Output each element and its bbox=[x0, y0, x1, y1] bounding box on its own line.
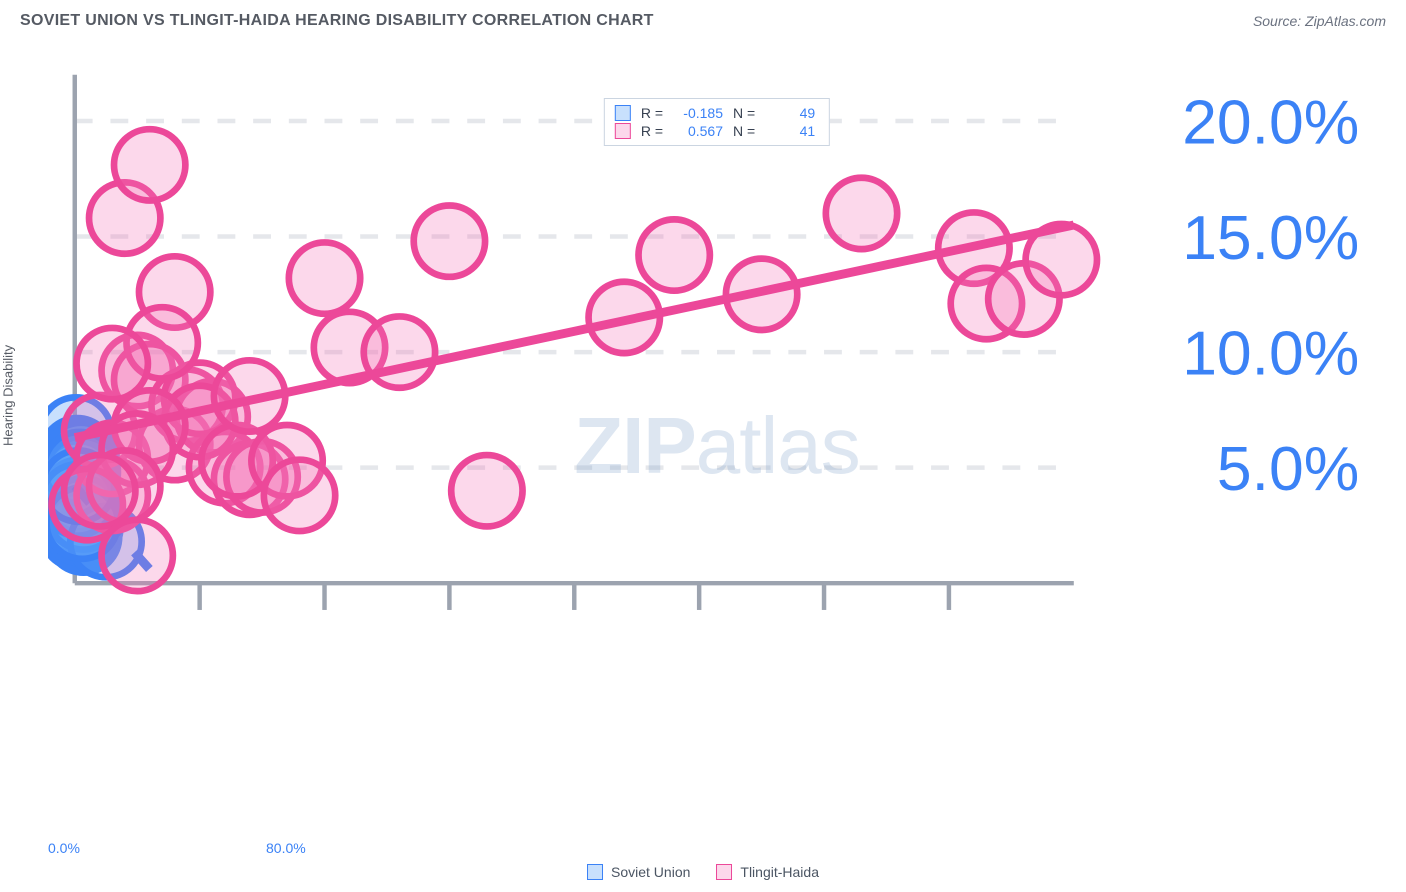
svg-text:15.0%: 15.0% bbox=[1182, 203, 1359, 273]
series1-swatch-icon bbox=[587, 864, 603, 880]
n-label: N = bbox=[733, 123, 755, 139]
x-axis-min-label: 0.0% bbox=[48, 840, 80, 856]
r-label: R = bbox=[641, 123, 663, 139]
series2-r-value: 0.567 bbox=[673, 123, 723, 139]
scatter-plot: 5.0% 10.0% 15.0% 20.0% bbox=[48, 48, 1386, 717]
series1-swatch-icon bbox=[615, 105, 631, 121]
legend-item-series1: Soviet Union bbox=[587, 864, 690, 880]
series2-swatch-icon bbox=[615, 123, 631, 139]
series1-r-value: -0.185 bbox=[673, 105, 723, 121]
series1-name: Soviet Union bbox=[611, 864, 690, 880]
chart-area: 5.0%10.0%15.0%20.0% ZIPatlas R = -0.185 … bbox=[48, 48, 1386, 844]
series1-n-value: 49 bbox=[765, 105, 815, 121]
r-label: R = bbox=[641, 105, 663, 121]
source-name: ZipAtlas.com bbox=[1305, 13, 1386, 29]
svg-text:5.0%: 5.0% bbox=[1217, 434, 1359, 504]
correlation-legend: R = -0.185 N = 49 R = 0.567 N = 41 bbox=[604, 98, 830, 146]
series2-swatch-icon bbox=[716, 864, 732, 880]
n-label: N = bbox=[733, 105, 755, 121]
source-prefix: Source: bbox=[1253, 13, 1305, 29]
series-legend: Soviet Union Tlingit-Haida bbox=[587, 864, 819, 880]
legend-item-series2: Tlingit-Haida bbox=[716, 864, 819, 880]
legend-row-series1: R = -0.185 N = 49 bbox=[615, 104, 815, 122]
legend-row-series2: R = 0.567 N = 41 bbox=[615, 122, 815, 140]
series2-name: Tlingit-Haida bbox=[740, 864, 819, 880]
y-axis-label: Hearing Disability bbox=[1, 345, 16, 446]
svg-text:10.0%: 10.0% bbox=[1182, 318, 1359, 388]
chart-header: SOVIET UNION VS TLINGIT-HAIDA HEARING DI… bbox=[0, 0, 1406, 38]
x-axis-max-label: 80.0% bbox=[266, 840, 306, 856]
source-citation: Source: ZipAtlas.com bbox=[1253, 13, 1386, 29]
chart-title: SOVIET UNION VS TLINGIT-HAIDA HEARING DI… bbox=[20, 12, 654, 30]
series2-n-value: 41 bbox=[765, 123, 815, 139]
svg-text:20.0%: 20.0% bbox=[1182, 87, 1359, 157]
